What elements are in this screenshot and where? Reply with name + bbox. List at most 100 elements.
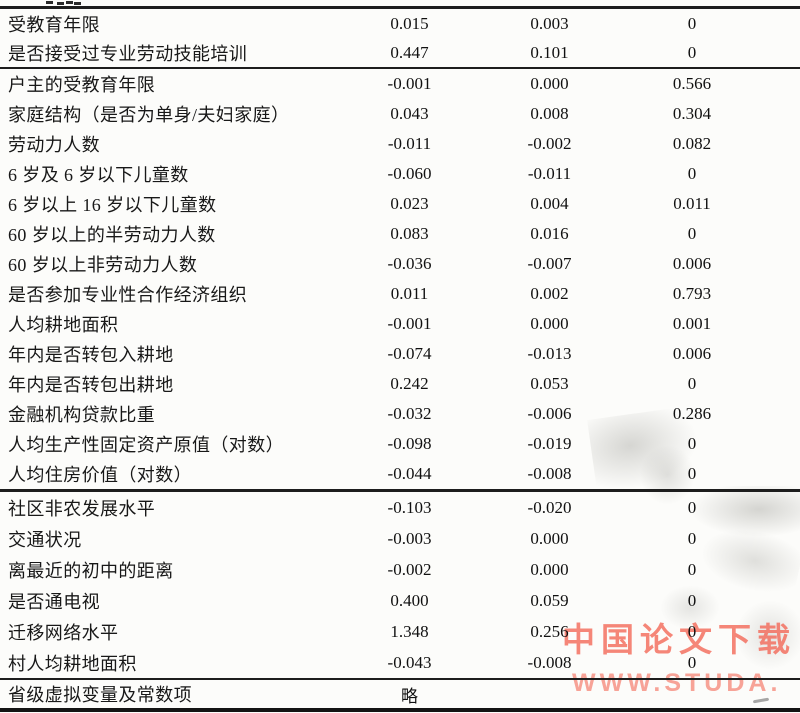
row-label: 60 岁以上非劳动力人数	[8, 255, 198, 275]
row-label: 年内是否转包入耕地	[8, 345, 174, 365]
cell-value: 0.004	[530, 194, 569, 213]
table-row: 离最近的初中的距离 -0.002 0.000 0	[0, 554, 800, 585]
cell-value: -0.001	[387, 74, 432, 93]
cell-value: 0.015	[390, 13, 429, 33]
table-row: 户主的受教育年限 -0.001 0.000 0.566	[0, 69, 800, 99]
table-row: 省级虚拟变量及常数项 略	[0, 680, 800, 708]
cell-value: -0.013	[527, 344, 572, 363]
cell-value: 0.016	[530, 224, 569, 243]
row-label: 是否参加专业性合作经济组织	[8, 285, 248, 305]
cell-value: 0	[687, 42, 697, 62]
cell-value: -0.008	[527, 652, 572, 672]
cell-value: 0.043	[390, 104, 429, 123]
row-label: 省级虚拟变量及常数项	[8, 685, 192, 705]
cell-value: -0.002	[387, 559, 432, 579]
cell-value: -0.103	[387, 497, 432, 517]
cell-value: 0.023	[390, 194, 429, 213]
cell-value: 0	[687, 621, 697, 641]
table-row: 村人均耕地面积 -0.043 -0.008 0	[0, 647, 800, 678]
cell-value: -0.060	[387, 164, 432, 183]
cell-value: -0.019	[527, 434, 572, 453]
cell-value: -0.020	[527, 497, 572, 517]
table-group: 受教育年限 0.015 0.003 0 是否接受过专业劳动技能培训 0.447 0.101 0	[0, 9, 800, 69]
row-label: 户主的受教育年限	[8, 75, 156, 95]
table-row: 受教育年限 0.015 0.003 0	[0, 9, 800, 38]
row-label: 人均生产性固定资产原值（对数）	[8, 435, 284, 455]
table-group: 社区非农发展水平 -0.103 -0.020 0 交通状况 -0.003 0.000 0 离最近…	[0, 492, 800, 680]
cell-value: 0.101	[530, 42, 569, 62]
row-label: 劳动力人数	[8, 135, 100, 155]
cell-value: 0.242	[390, 374, 429, 393]
cell-value: -0.032	[387, 404, 432, 423]
regression-table: 受教育年限 0.015 0.003 0 是否接受过专业劳动技能培训 0.447 0.101 0…	[0, 6, 800, 712]
cell-value: 0.002	[530, 284, 569, 303]
cell-value: 0.059	[530, 590, 569, 610]
row-label: 人均耕地面积	[8, 315, 119, 335]
cell-value: -0.003	[387, 528, 432, 548]
table-row: 金融机构贷款比重 -0.032 -0.006 0.286	[0, 399, 800, 429]
table-row: 60 岁以上非劳动力人数 -0.036 -0.007 0.006	[0, 249, 800, 279]
cell-value: 0.304	[672, 104, 712, 123]
table-row: 人均住房价值（对数） -0.044 -0.008 0	[0, 459, 800, 489]
cell-value: -0.006	[527, 404, 572, 423]
cell-value: -0.043	[387, 652, 432, 672]
cell-value: -0.007	[527, 254, 572, 273]
watermark-site-url: WWW.STUDA.	[572, 669, 782, 697]
cell-value: 1.348	[390, 621, 429, 641]
cell-value: -0.008	[527, 464, 572, 483]
cell-value: 0.000	[530, 314, 569, 333]
row-label: 6 岁以上 16 岁以下儿童数	[8, 195, 217, 215]
cell-value: 0.000	[530, 528, 569, 548]
table-row: 是否参加专业性合作经济组织 0.011 0.002 0.793	[0, 279, 800, 309]
cell-value: -0.036	[387, 254, 432, 273]
cell-value: 0.400	[390, 590, 429, 610]
cell-value: 0	[687, 224, 697, 243]
cell-value: 0	[687, 497, 697, 517]
table-group: 省级虚拟变量及常数项 略	[0, 680, 800, 712]
cell-value: 0.008	[530, 104, 569, 123]
cell-value: 0	[687, 374, 697, 393]
table-row: 社区非农发展水平 -0.103 -0.020 0	[0, 492, 800, 523]
cell-value: -0.074	[387, 344, 432, 363]
table-row: 是否通电视 0.400 0.059 0	[0, 585, 800, 616]
row-label: 受教育年限	[8, 14, 100, 35]
cell-value: 0	[687, 528, 697, 548]
cell-value: 0.011	[673, 194, 711, 213]
cell-value: 0	[687, 434, 697, 453]
cell-value: 0	[687, 559, 697, 579]
cell-value: 0.001	[672, 314, 712, 333]
row-label: 60 岁以上的半劳动力人数	[8, 225, 216, 245]
cell-value: 0.793	[672, 284, 712, 303]
cell-value: 0	[687, 652, 697, 672]
cell-value: -0.001	[387, 314, 432, 333]
cell-value: 0.006	[672, 344, 712, 363]
row-label: 离最近的初中的距离	[8, 560, 174, 581]
cell-value: 0.082	[672, 134, 712, 153]
cell-value: -0.011	[387, 134, 432, 153]
row-label: 交通状况	[8, 529, 82, 550]
table-row: 人均生产性固定资产原值（对数） -0.098 -0.019 0	[0, 429, 800, 459]
table-row: 交通状况 -0.003 0.000 0	[0, 523, 800, 554]
row-label: 村人均耕地面积	[8, 653, 137, 674]
table-row: 是否接受过专业劳动技能培训 0.447 0.101 0	[0, 38, 800, 67]
cell-value: 0	[687, 13, 697, 33]
cut-off-text-fragment	[46, 1, 53, 4]
row-label: 金融机构贷款比重	[8, 405, 156, 425]
cell-value: -0.098	[387, 434, 432, 453]
table-row: 年内是否转包入耕地 -0.074 -0.013 0.006	[0, 339, 800, 369]
row-label: 是否通电视	[8, 591, 100, 612]
cell-value: 0.006	[672, 254, 712, 273]
cell-value: 0.003	[530, 13, 569, 33]
table-row: 家庭结构（是否为单身/夫妇家庭） 0.043 0.008 0.304	[0, 99, 800, 129]
table-row: 劳动力人数 -0.011 -0.002 0.082	[0, 129, 800, 159]
cell-value: 0.566	[672, 74, 712, 93]
table-row: 迁移网络水平 1.348 0.256 0	[0, 616, 800, 647]
table-group: 户主的受教育年限 -0.001 0.000 0.566 家庭结构（是否为单身/夫妇家庭）…	[0, 69, 800, 492]
row-label: 家庭结构（是否为单身/夫妇家庭）	[8, 105, 290, 125]
row-label: 是否接受过专业劳动技能培训	[8, 43, 248, 64]
row-label: 社区非农发展水平	[8, 498, 156, 519]
table-row: 年内是否转包出耕地 0.242 0.053 0	[0, 369, 800, 399]
cell-value: 0.011	[390, 284, 429, 303]
cell-value: 0.083	[390, 224, 429, 243]
